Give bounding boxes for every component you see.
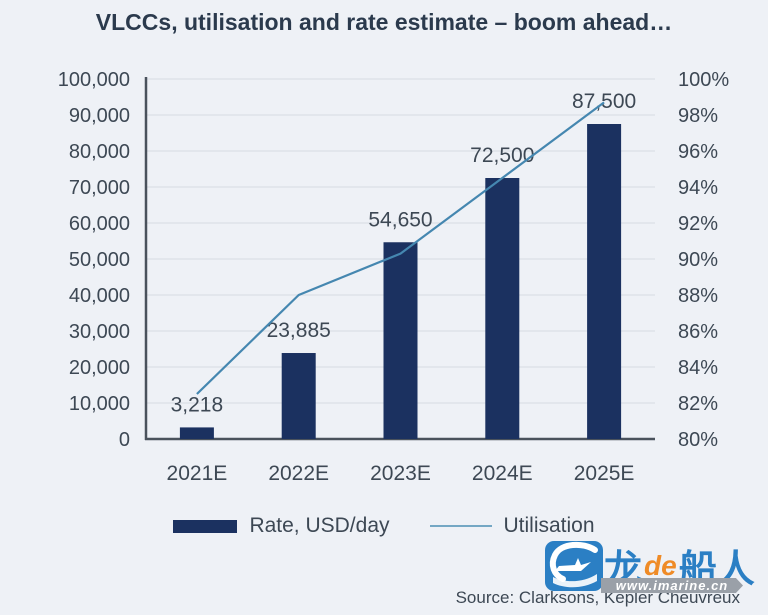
left-axis-tick-label: 100,000 xyxy=(58,69,130,91)
left-axis-tick-label: 40,000 xyxy=(69,285,130,307)
right-axis-tick-label: 100% xyxy=(678,69,729,91)
bar xyxy=(281,353,316,439)
x-axis-category-label: 2021E xyxy=(167,462,228,485)
watermark-de: de xyxy=(644,549,677,581)
right-axis-tick-label: 94% xyxy=(678,177,718,199)
legend-label-rate: Rate, USD/day xyxy=(249,514,390,537)
legend-item-rate: Rate, USD/day xyxy=(173,514,390,538)
bar-series-swatch xyxy=(173,519,238,533)
watermark-url-ribbon: www.imarine.cn xyxy=(601,578,743,593)
bar-value-label: 72,500 xyxy=(470,144,534,167)
left-axis-tick-label: 50,000 xyxy=(69,249,130,271)
right-axis-tick-label: 84% xyxy=(678,357,718,379)
legend-label-utilisation: Utilisation xyxy=(503,514,595,537)
left-axis-tick-label: 70,000 xyxy=(69,177,130,199)
x-axis-category-label: 2025E xyxy=(574,462,635,485)
x-axis-category-label: 2023E xyxy=(370,462,431,485)
left-axis-tick-label: 80,000 xyxy=(69,141,130,163)
right-axis-tick-label: 86% xyxy=(678,321,718,343)
bar xyxy=(485,178,520,439)
bar-value-label: 87,500 xyxy=(572,90,636,113)
legend: Rate, USD/day Utilisation xyxy=(0,514,768,538)
chart-title: VLCCs, utilisation and rate estimate – b… xyxy=(95,9,673,35)
right-axis-tick-label: 88% xyxy=(678,285,718,307)
utilisation-line xyxy=(196,101,605,395)
right-axis-tick-label: 92% xyxy=(678,213,718,235)
bar-value-label: 54,650 xyxy=(368,208,432,231)
x-axis-category-label: 2022E xyxy=(268,462,329,485)
bar xyxy=(383,242,418,439)
line-series-swatch xyxy=(429,525,492,527)
left-axis-tick-label: 20,000 xyxy=(69,357,130,379)
left-axis-tick-label: 10,000 xyxy=(69,393,130,415)
right-axis-tick-label: 82% xyxy=(678,393,718,415)
right-axis-tick-label: 90% xyxy=(678,249,718,271)
bar xyxy=(179,427,214,439)
bar-value-label: 3,218 xyxy=(171,393,224,416)
left-axis-tick-label: 30,000 xyxy=(69,321,130,343)
left-axis-tick-label: 90,000 xyxy=(69,105,130,127)
left-axis-tick-label: 60,000 xyxy=(69,213,130,235)
right-axis-tick-label: 96% xyxy=(678,141,718,163)
right-axis-tick-label: 98% xyxy=(678,105,718,127)
ship-logo-icon xyxy=(545,541,603,591)
left-axis-tick-label: 0 xyxy=(119,429,130,451)
bar-value-label: 23,885 xyxy=(267,319,331,342)
watermark: 龙 de 船人 www.imarine.cn xyxy=(543,538,768,610)
legend-item-utilisation: Utilisation xyxy=(429,514,595,538)
right-axis-tick-label: 80% xyxy=(678,429,718,451)
x-axis-category-label: 2024E xyxy=(472,462,533,485)
bar xyxy=(587,124,622,439)
